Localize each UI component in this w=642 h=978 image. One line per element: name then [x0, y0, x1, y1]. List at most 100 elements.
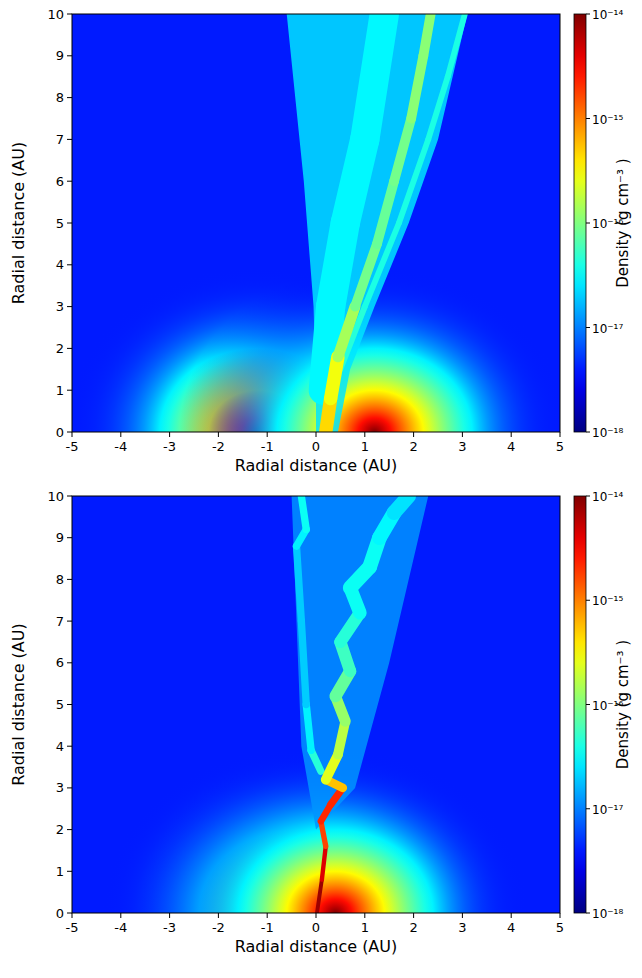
y-tick [67, 139, 72, 140]
x-tick [413, 432, 414, 437]
x-tick-label: -2 [212, 920, 225, 935]
y-tick [67, 579, 72, 580]
x-tick [72, 432, 73, 437]
x-tick-label: -1 [261, 920, 274, 935]
y-tick-label: 0 [56, 906, 64, 921]
y-tick-label: 9 [56, 48, 64, 63]
y-tick [67, 432, 72, 433]
y-tick [67, 746, 72, 747]
y-tick [67, 621, 72, 622]
colorbar-title: Density (g cm⁻³ ) [614, 640, 632, 769]
colorbar [574, 496, 586, 913]
colorbar-tick-label: 10⁻¹⁸ [592, 426, 623, 440]
x-tick-label: 4 [507, 920, 515, 935]
y-tick-label: 10 [47, 7, 64, 22]
y-tick [67, 871, 72, 872]
y-tick-label: 8 [56, 90, 64, 105]
colorbar-tick [586, 118, 590, 119]
y-tick [67, 55, 72, 56]
x-tick-label: -5 [66, 920, 79, 935]
x-tick-label: 0 [312, 920, 320, 935]
y-tick-label: 1 [56, 864, 64, 879]
x-tick-label: -4 [114, 439, 127, 454]
x-tick [218, 432, 219, 437]
y-tick-label: 7 [56, 614, 64, 629]
colorbar-tick [586, 432, 590, 433]
filament-segment [423, 14, 430, 56]
y-tick-label: 7 [56, 132, 64, 147]
x-tick-label: -5 [66, 439, 79, 454]
filament-segment [331, 357, 338, 399]
y-tick-label: 3 [56, 780, 64, 795]
y-tick-label: 5 [56, 697, 64, 712]
colorbar-tick-label: 10⁻¹⁸ [592, 907, 623, 921]
x-tick-label: 0 [312, 439, 320, 454]
x-tick [413, 913, 414, 918]
filament-segment [355, 244, 377, 307]
y-tick [67, 264, 72, 265]
colorbar-tick-label: 10⁻¹⁷ [592, 322, 623, 336]
x-axis-title: Radial distance (AU) [235, 937, 398, 956]
y-tick [67, 787, 72, 788]
colorbar-tick [586, 704, 590, 705]
x-tick [267, 432, 268, 437]
y-axis-title: Radial distance (AU) [9, 623, 28, 786]
x-tick [267, 913, 268, 918]
x-tick [364, 432, 365, 437]
colorbar-tick [586, 14, 590, 15]
y-tick-label: 6 [56, 174, 64, 189]
plot-frame [72, 496, 560, 913]
y-tick [67, 662, 72, 663]
filament-segment [301, 621, 306, 704]
filament-segment [394, 496, 409, 513]
x-tick-label: -2 [212, 439, 225, 454]
colorbar-title: Density (g cm⁻³ ) [614, 158, 632, 287]
y-tick-label: 2 [56, 822, 64, 837]
y-tick-label: 1 [56, 383, 64, 398]
x-tick [316, 913, 317, 918]
x-tick-label: -4 [114, 920, 127, 935]
filament-segment [296, 546, 301, 621]
x-tick [462, 913, 463, 918]
plot-frame [72, 14, 560, 432]
filament-segment [448, 14, 465, 77]
x-tick [560, 913, 561, 918]
figure: -5-4-3-2-1012345012345678910Radial dista… [0, 0, 642, 978]
x-tick [511, 913, 512, 918]
colorbar [574, 14, 586, 432]
x-tick-label: 4 [507, 439, 515, 454]
y-tick [67, 829, 72, 830]
outflow-region [287, 14, 468, 432]
x-tick [462, 432, 463, 437]
x-tick [364, 913, 365, 918]
y-tick-label: 4 [56, 257, 64, 272]
x-tick [120, 432, 121, 437]
x-tick-label: 1 [361, 920, 369, 935]
x-tick [218, 913, 219, 918]
colorbar-tick-label: 10⁻¹⁷ [592, 803, 623, 817]
x-tick-label: 5 [556, 920, 564, 935]
y-tick [67, 181, 72, 182]
colorbar-tick-label: 10⁻¹⁴ [592, 8, 623, 22]
filament-segment [322, 846, 326, 879]
y-tick [67, 704, 72, 705]
x-tick [120, 913, 121, 918]
x-tick [560, 432, 561, 437]
y-tick [67, 913, 72, 914]
x-tick-label: 2 [409, 439, 417, 454]
y-tick [67, 348, 72, 349]
y-axis-title: Radial distance (AU) [9, 142, 28, 305]
colorbar-tick [586, 600, 590, 601]
x-tick [169, 913, 170, 918]
colorbar-tick-label: 10⁻¹⁵ [592, 113, 623, 127]
y-tick [67, 97, 72, 98]
colorbar-tick-label: 10⁻¹⁵ [592, 594, 623, 608]
filament-segment [317, 880, 322, 913]
y-tick [67, 496, 72, 497]
x-tick-label: -1 [261, 439, 274, 454]
x-tick-label: 2 [409, 920, 417, 935]
x-tick-label: -3 [163, 439, 176, 454]
colorbar-tick [586, 327, 590, 328]
y-tick [67, 306, 72, 307]
colorbar-tick [586, 496, 590, 497]
